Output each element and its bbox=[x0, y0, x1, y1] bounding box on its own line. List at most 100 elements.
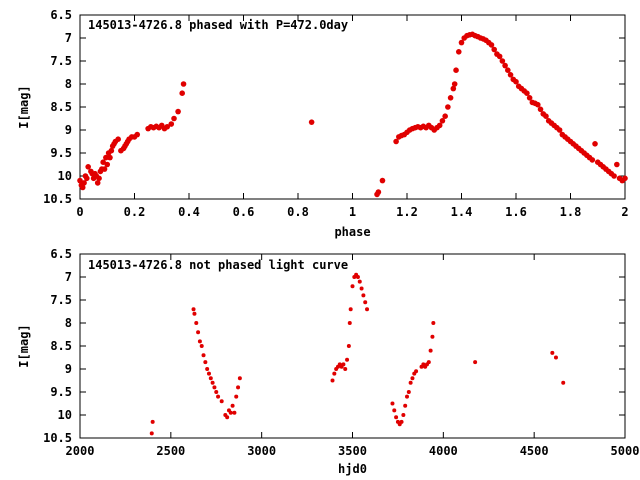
y-tick-label: 10 bbox=[58, 169, 72, 183]
y-tick-label: 10 bbox=[58, 408, 72, 422]
data-point bbox=[365, 307, 370, 312]
data-point bbox=[197, 339, 202, 344]
data-point bbox=[357, 279, 362, 284]
data-point bbox=[100, 159, 106, 165]
data-point bbox=[179, 90, 185, 96]
data-point bbox=[410, 376, 415, 381]
data-point bbox=[488, 42, 495, 48]
data-point bbox=[84, 175, 90, 182]
y-tick-label: 7 bbox=[65, 31, 72, 45]
data-point bbox=[524, 90, 530, 96]
data-point bbox=[393, 138, 399, 145]
x-tick-label: 1 bbox=[349, 205, 356, 219]
data-point bbox=[234, 394, 239, 399]
data-point bbox=[556, 127, 563, 133]
data-point bbox=[507, 72, 514, 78]
data-point bbox=[341, 362, 346, 367]
data-point bbox=[85, 164, 91, 170]
y-tick-label: 10.5 bbox=[43, 431, 72, 445]
data-point bbox=[447, 95, 454, 101]
data-point bbox=[348, 307, 353, 312]
data-point bbox=[330, 378, 335, 383]
y-tick-label: 7 bbox=[65, 270, 72, 284]
data-point bbox=[394, 415, 399, 420]
plot-frame bbox=[79, 253, 626, 439]
data-point bbox=[496, 53, 503, 60]
data-point bbox=[212, 385, 217, 390]
data-point bbox=[164, 123, 170, 130]
data-point bbox=[149, 431, 154, 436]
data-point bbox=[499, 58, 506, 64]
data-point bbox=[96, 175, 102, 182]
data-point bbox=[350, 284, 355, 289]
y-tick-label: 8 bbox=[65, 77, 72, 91]
data-point bbox=[77, 177, 83, 184]
x-tick-label: 0 bbox=[76, 205, 83, 219]
data-point bbox=[199, 344, 204, 348]
y-axis-label: I[mag] bbox=[17, 85, 31, 128]
data-point bbox=[332, 371, 337, 376]
data-point bbox=[414, 369, 419, 374]
y-tick-label: 9.5 bbox=[50, 385, 72, 399]
data-point bbox=[115, 136, 121, 142]
y-tick-label: 9.5 bbox=[50, 146, 72, 160]
data-point bbox=[408, 380, 413, 385]
data-point bbox=[203, 360, 208, 365]
data-point bbox=[375, 189, 382, 195]
data-point bbox=[208, 376, 213, 381]
data-point bbox=[399, 419, 404, 424]
data-point bbox=[537, 106, 544, 113]
x-tick-label: 2 bbox=[621, 205, 628, 219]
data-point bbox=[205, 367, 210, 371]
data-point bbox=[216, 394, 221, 399]
data-point bbox=[611, 173, 617, 179]
y-tick-label: 8.5 bbox=[50, 339, 72, 353]
data-point bbox=[343, 367, 348, 371]
data-point bbox=[103, 154, 109, 161]
data-point bbox=[236, 385, 241, 390]
data-point bbox=[592, 141, 598, 147]
y-tick-label: 9 bbox=[65, 123, 72, 137]
data-point bbox=[622, 175, 628, 182]
data-point bbox=[428, 348, 433, 353]
data-point bbox=[134, 131, 141, 138]
data-point bbox=[345, 357, 350, 362]
y-tick-label: 6.5 bbox=[50, 247, 72, 261]
data-point bbox=[196, 330, 201, 335]
data-point bbox=[513, 78, 519, 85]
x-tick-label: 4500 bbox=[520, 444, 549, 458]
data-point bbox=[543, 113, 549, 119]
data-point bbox=[401, 413, 406, 417]
panel-title: 145013-4726.8 phased with P=472.0day bbox=[88, 18, 348, 32]
x-tick-label: 5000 bbox=[611, 444, 640, 458]
y-tick-label: 8.5 bbox=[50, 100, 72, 114]
data-point bbox=[232, 410, 237, 415]
data-point bbox=[361, 293, 366, 298]
data-point bbox=[79, 184, 86, 191]
data-point bbox=[405, 394, 409, 399]
data-point bbox=[406, 390, 411, 394]
x-tick-label: 1.8 bbox=[560, 205, 582, 219]
data-point bbox=[228, 410, 233, 415]
x-tick-label: 0.4 bbox=[178, 205, 200, 219]
data-point bbox=[101, 166, 108, 172]
plot-frame bbox=[79, 14, 626, 200]
data-point bbox=[403, 403, 408, 408]
data-point bbox=[192, 311, 197, 316]
data-point bbox=[175, 108, 181, 115]
data-point bbox=[505, 67, 511, 73]
y-tick-label: 10.5 bbox=[43, 192, 72, 206]
data-point bbox=[107, 154, 113, 161]
data-point bbox=[439, 118, 446, 124]
data-point bbox=[426, 360, 431, 365]
x-tick-label: 0.8 bbox=[287, 205, 309, 219]
x-axis-label: phase bbox=[334, 225, 370, 239]
data-point bbox=[94, 180, 101, 186]
data-point bbox=[379, 177, 386, 184]
data-point bbox=[225, 415, 230, 420]
data-point bbox=[81, 180, 87, 186]
data-point bbox=[194, 321, 199, 325]
x-tick-label: 2500 bbox=[156, 444, 185, 458]
data-point bbox=[237, 376, 242, 381]
